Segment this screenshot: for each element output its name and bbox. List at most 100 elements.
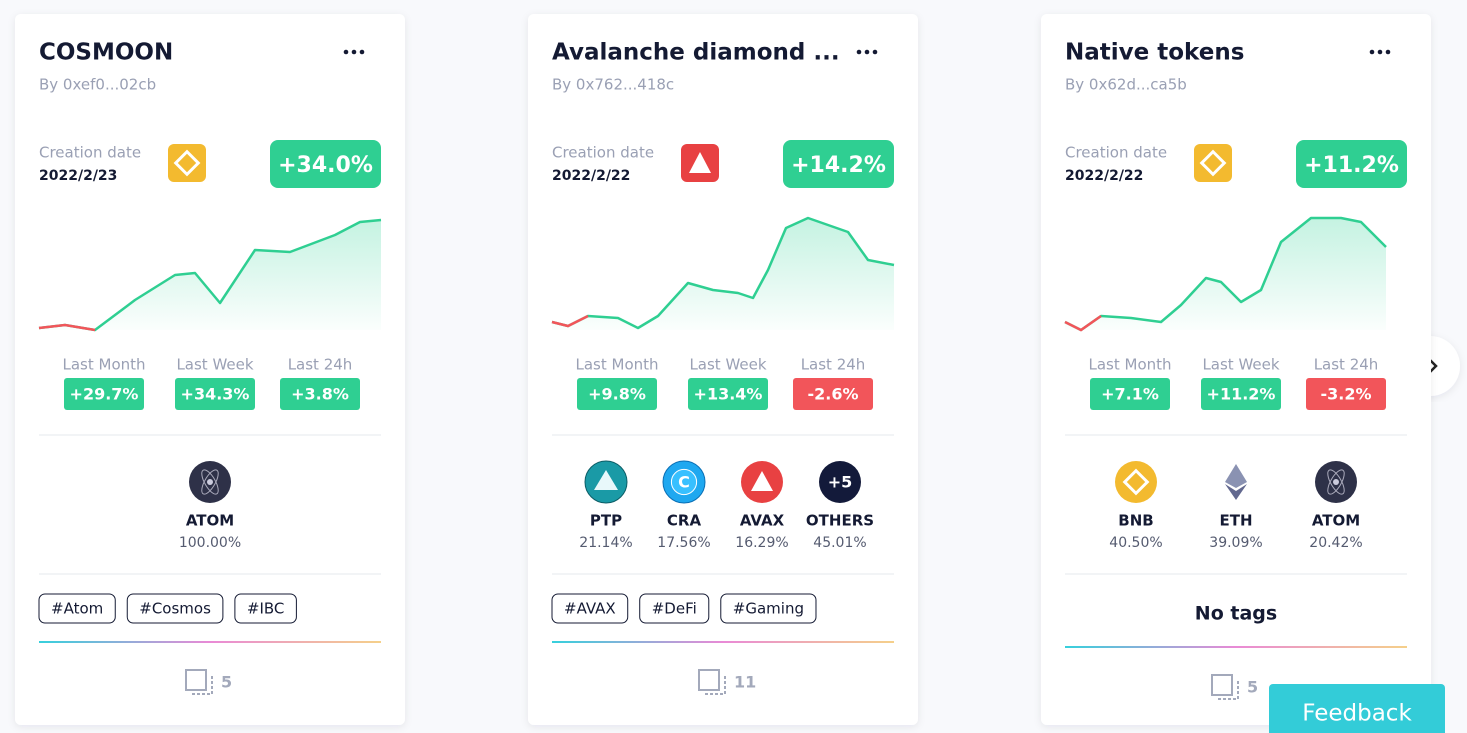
token-share: 39.09% <box>1209 535 1262 551</box>
change-badge <box>270 140 381 188</box>
icon-detail <box>1333 479 1339 485</box>
tag[interactable]: #Atom <box>38 593 116 624</box>
card[interactable]: Native tokens By 0x62d...ca5b Creation dat… <box>1041 14 1431 725</box>
period-badge <box>280 378 360 410</box>
token-share: 40.50% <box>1109 535 1162 551</box>
period-badge <box>793 378 873 410</box>
token-share: 21.14% <box>579 535 632 551</box>
icon-detail <box>751 471 773 491</box>
token-symbol: CRA <box>667 512 702 530</box>
icon-detail <box>1122 468 1150 496</box>
gradient-line <box>39 641 381 643</box>
tag-text: #Gaming <box>733 600 804 618</box>
count-icon-back <box>192 674 213 695</box>
tag-text: #IBC <box>247 600 285 618</box>
icon-detail <box>1327 469 1345 495</box>
token-share: 17.56% <box>657 535 710 551</box>
period-label: Last 24h <box>801 356 866 374</box>
token-icon <box>1115 461 1157 503</box>
change-value: +11.2% <box>1304 153 1399 178</box>
tag[interactable]: #IBC <box>234 593 297 624</box>
period-value: +7.1% <box>1101 385 1159 404</box>
card-title: COSMOON <box>39 40 173 66</box>
period-label: Last 24h <box>1314 356 1379 374</box>
tag[interactable]: #AVAX <box>551 593 629 624</box>
sparkline <box>1064 216 1387 332</box>
chain-icon <box>1194 144 1232 182</box>
card[interactable]: COSMOON By 0xef0...02cb Creation date 2022/… <box>15 14 405 725</box>
icon-detail <box>173 149 201 177</box>
token-symbol: PTP <box>590 512 622 530</box>
change-value: +34.0% <box>278 153 373 178</box>
period-value: +29.7% <box>70 385 139 404</box>
creation-label: Creation date <box>39 144 141 162</box>
icon-detail <box>689 152 711 173</box>
more-menu[interactable] <box>856 49 878 55</box>
card[interactable]: Avalanche diamond ... By 0x762...418c Crea… <box>528 14 918 725</box>
token-share: 45.01% <box>813 535 866 551</box>
feedback-button[interactable]: Feedback <box>1269 684 1445 733</box>
author: By 0x62d...ca5b <box>1065 76 1187 94</box>
tag-pill <box>720 593 817 624</box>
count-icon <box>698 669 720 691</box>
tag-text: #Cosmos <box>139 600 211 618</box>
dot <box>343 49 349 55</box>
change-badge <box>1296 140 1407 188</box>
icon-detail <box>1327 469 1345 495</box>
token-icon <box>819 461 861 503</box>
feedback-label: Feedback <box>1302 701 1412 727</box>
token-symbol: ATOM <box>1312 512 1360 530</box>
icon-detail <box>1199 149 1227 177</box>
dot <box>1385 49 1391 55</box>
creation-label: Creation date <box>1065 144 1167 162</box>
sparkline-area <box>552 218 894 330</box>
count-icon-back <box>705 674 726 695</box>
period-badge <box>1306 378 1386 410</box>
icon-detail <box>670 468 698 496</box>
icon-detail: C <box>678 473 690 492</box>
tag-pill <box>126 593 224 624</box>
period-value: -2.6% <box>807 385 858 404</box>
token-symbol: ATOM <box>186 512 234 530</box>
icon-detail <box>594 470 618 490</box>
token-badge: +5 <box>828 473 853 492</box>
feedback-bg <box>1269 684 1445 733</box>
dot <box>359 49 365 55</box>
tag[interactable]: #DeFi <box>639 593 710 624</box>
tag[interactable]: #Cosmos <box>126 593 224 624</box>
period-label: Last Week <box>176 356 253 374</box>
creation-date: 2022/2/22 <box>552 168 630 184</box>
sparkline-dip <box>38 323 96 332</box>
token-share: 16.29% <box>735 535 788 551</box>
count-icon <box>1211 674 1233 696</box>
period-label: Last Week <box>1202 356 1279 374</box>
period-value: +13.4% <box>694 385 763 404</box>
period-label: Last Month <box>1088 356 1171 374</box>
gradient-line <box>1065 646 1407 648</box>
tag-text: #DeFi <box>652 600 697 618</box>
creation-date: 2022/2/22 <box>1065 168 1143 184</box>
card-bg <box>528 14 918 725</box>
chain-icon <box>168 144 206 182</box>
period-badge <box>64 378 144 410</box>
token-symbol: OTHERS <box>806 512 874 530</box>
sparkline-dip <box>1064 314 1102 332</box>
card-bg <box>1041 14 1431 725</box>
dot <box>872 49 878 55</box>
card-title: Native tokens <box>1065 40 1244 66</box>
period-badge <box>175 378 255 410</box>
token-share: 20.42% <box>1309 535 1362 551</box>
period-value: +9.8% <box>588 385 646 404</box>
period-value: +34.3% <box>181 385 250 404</box>
icon-detail <box>1225 464 1247 488</box>
sparkline-dip <box>551 314 589 328</box>
card-title: Avalanche diamond ... <box>552 40 840 66</box>
period-badge <box>688 378 768 410</box>
more-menu[interactable] <box>343 49 365 55</box>
period-badge <box>1090 378 1170 410</box>
tag[interactable]: #Gaming <box>720 593 817 624</box>
gradient-line <box>552 641 894 643</box>
dot <box>351 49 357 55</box>
more-menu[interactable] <box>1369 49 1391 55</box>
